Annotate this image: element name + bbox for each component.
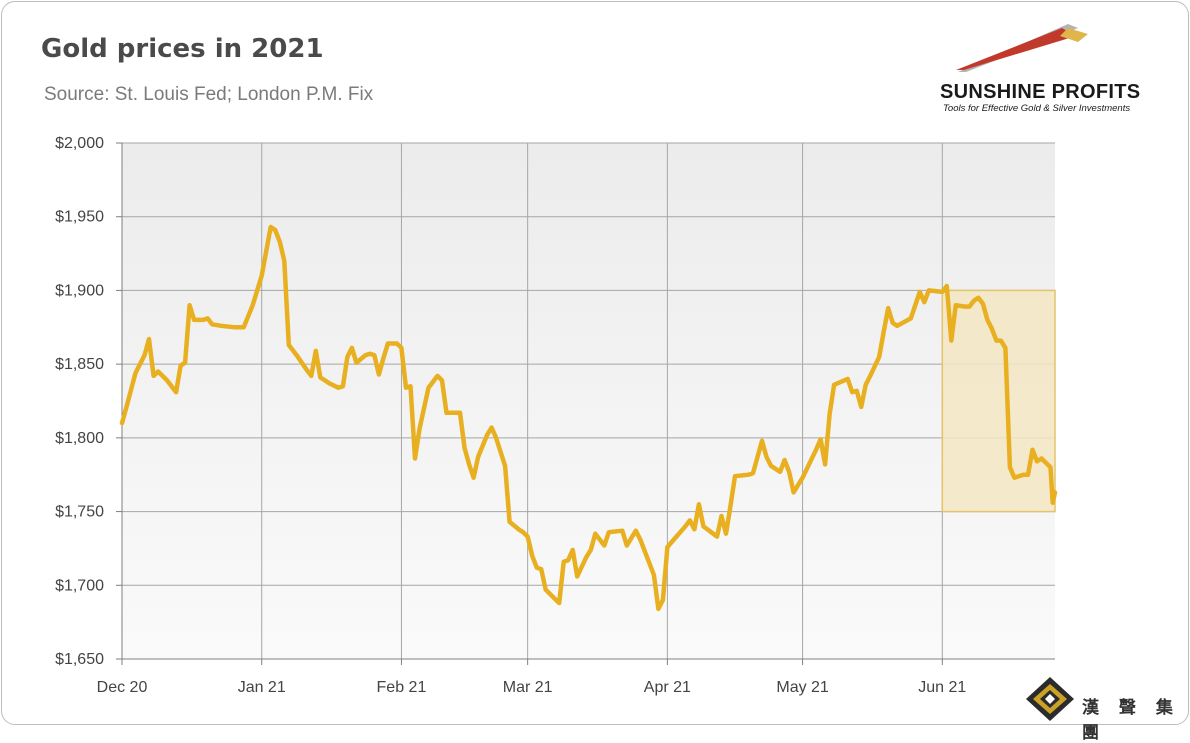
x-tick-label: Dec 20 [97,679,148,696]
logo-arrow-icon [956,24,1088,72]
watermark: 漢 聲 集 團 [1022,675,1188,743]
y-tick-label: $2,000 [55,135,104,152]
chart-title: Gold prices in 2021 [41,34,324,64]
y-tick-label: $1,950 [55,209,104,226]
x-tick-label: May 21 [776,679,829,696]
x-tick-label: Jun 21 [918,679,966,696]
sunshine-profits-logo: SUNSHINE PROFITS Tools for Effective Gol… [928,22,1168,117]
highlight-region [941,289,1056,513]
axes [121,143,1055,660]
y-tick-label: $1,750 [55,504,104,521]
logo-name: SUNSHINE PROFITS [940,81,1141,103]
x-axis-tick-labels: Dec 20 Jan 21 Feb 21 Mar 21 Apr 21 May 21 Jun … [97,679,967,696]
x-tick-label: Feb 21 [377,679,427,696]
y-tick-label: $1,650 [55,651,104,668]
y-tick-label: $1,700 [55,577,104,594]
x-tick-label: Apr 21 [644,679,691,696]
y-axis-tick-labels: $1,650 $1,700 $1,750 $1,800 $1,850 $1,900 $1,9… [55,135,104,668]
y-tick-label: $1,850 [55,356,104,373]
diamond-logo-icon [1026,677,1074,721]
x-tick-label: Mar 21 [503,679,553,696]
plot-area [122,143,1055,659]
logo-tagline: Tools for Effective Gold & Silver Invest… [943,103,1131,114]
x-tick-label: Jan 21 [238,679,286,696]
y-tick-label: $1,900 [55,282,104,299]
gold-price-line [119,224,1058,612]
watermark-text: 漢 聲 集 團 [1082,698,1180,743]
chart-subtitle: Source: St. Louis Fed; London P.M. Fix [44,84,374,105]
line-chart: $1,650 $1,700 $1,750 $1,800 $1,850 $1,900 $1,9… [55,135,1058,696]
y-tick-label: $1,800 [55,430,104,447]
